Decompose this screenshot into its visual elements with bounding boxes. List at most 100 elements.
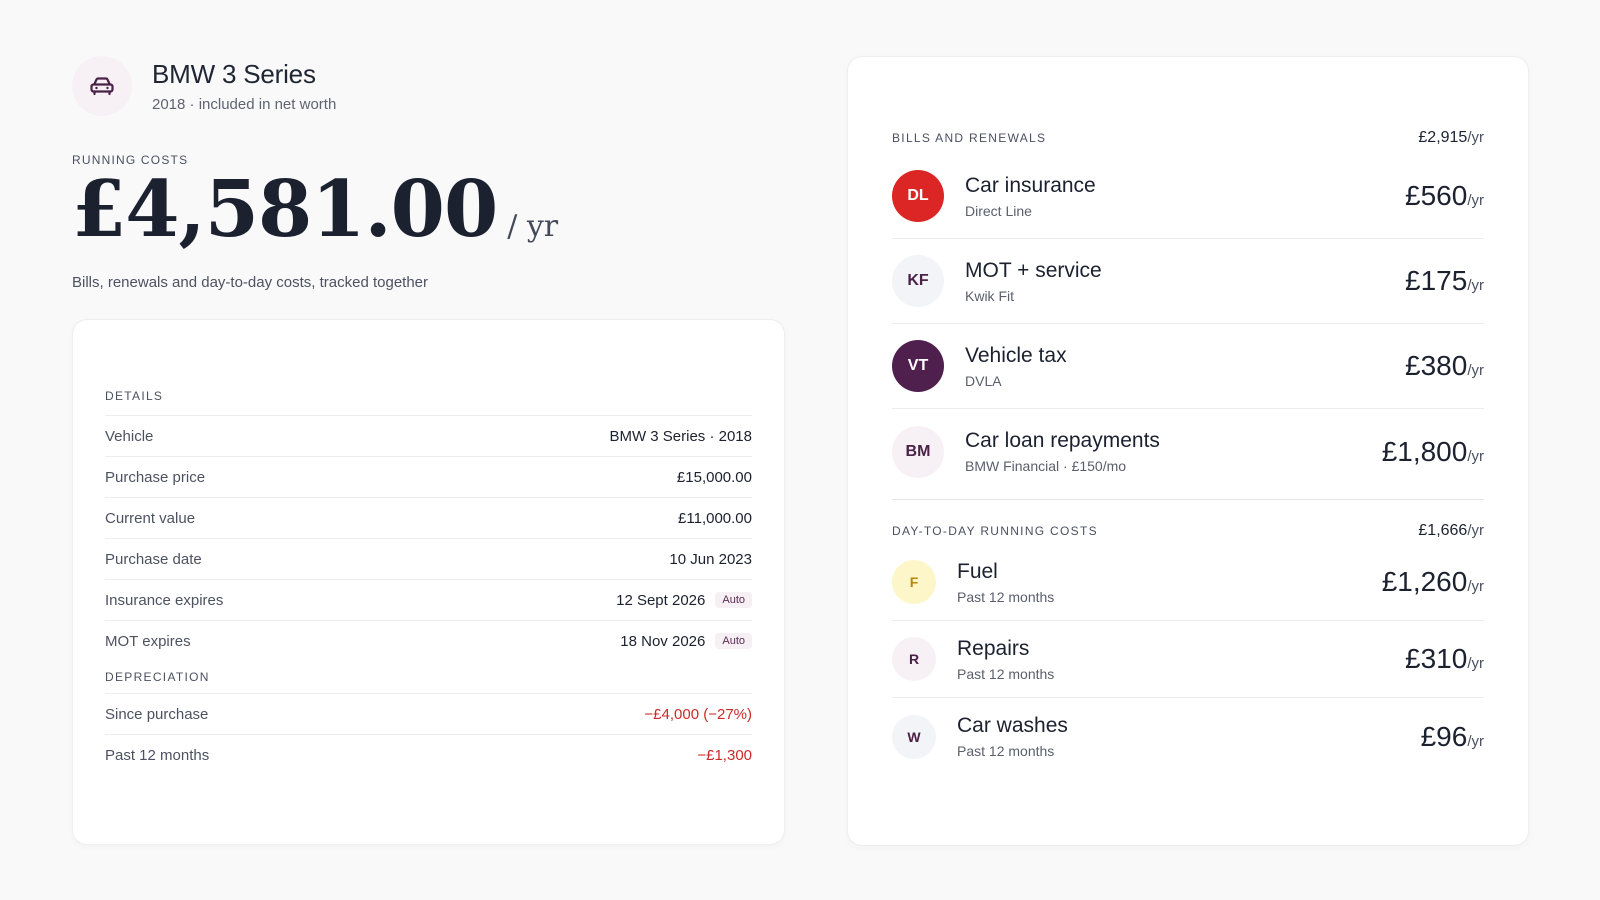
bills-total-amount: £2,915 bbox=[1418, 129, 1468, 146]
cost-amount: £96/yr bbox=[1421, 721, 1484, 753]
cost-item-car-washes[interactable]: W Car washes Past 12 months £96/yr bbox=[892, 698, 1484, 775]
bill-provider: BMW Financial · £150/mo bbox=[965, 458, 1127, 474]
auto-badge: Auto bbox=[715, 592, 752, 608]
category-avatar: R bbox=[892, 637, 936, 681]
bill-name: Car loan repayments bbox=[965, 429, 1160, 452]
detail-label: Since purchase bbox=[105, 705, 209, 723]
cost-name: Fuel bbox=[957, 559, 998, 583]
cost-period: Past 12 months bbox=[957, 743, 1055, 759]
day-to-day-total-per: /yr bbox=[1467, 522, 1484, 539]
provider-avatar: DL bbox=[892, 170, 944, 222]
bill-amount-value: £560 bbox=[1405, 180, 1468, 211]
cost-period: Past 12 months bbox=[957, 588, 1055, 605]
bills-title: BILLS AND RENEWALS bbox=[892, 131, 1047, 145]
detail-value: 18 Nov 2026 bbox=[620, 632, 706, 650]
cost-amount-value: £96 bbox=[1420, 720, 1468, 752]
detail-row-mot-expires: MOT expires 18 Nov 2026 Auto bbox=[105, 620, 752, 661]
costs-breakdown-card: BILLS AND RENEWALS £2,915/yr DL Car insu… bbox=[848, 57, 1528, 845]
bill-item-vehicle-tax[interactable]: VT Vehicle tax DVLA £380/yr bbox=[892, 324, 1484, 409]
provider-avatar: KF bbox=[892, 255, 944, 307]
day-to-day-header: DAY-TO-DAY RUNNING COSTS £1,666/yr bbox=[892, 522, 1484, 540]
category-avatar: W bbox=[892, 714, 936, 759]
cost-name: Repairs bbox=[957, 636, 1030, 660]
running-costs-label: RUNNING COSTS bbox=[72, 153, 189, 167]
bills-total-per: /yr bbox=[1467, 129, 1484, 146]
bill-amount: £175/yr bbox=[1405, 265, 1484, 297]
cost-period: Past 12 months bbox=[957, 665, 1055, 682]
detail-row-purchase-date: Purchase date 10 Jun 2023 bbox=[105, 538, 752, 579]
details-card: DETAILS Vehicle BMW 3 Series · 2018 Purc… bbox=[73, 320, 784, 844]
cost-name: Car washes bbox=[957, 714, 1068, 737]
vehicle-title: BMW 3 Series bbox=[152, 59, 316, 89]
detail-value-with-badge: 12 Sept 2026 Auto bbox=[616, 592, 752, 609]
day-to-day-total: £1,666/yr bbox=[1418, 522, 1484, 540]
cost-item-repairs[interactable]: R Repairs Past 12 months £310/yr bbox=[892, 621, 1484, 698]
depreciation-row-past-12-months: Past 12 months −£1,300 bbox=[105, 734, 752, 775]
car-icon bbox=[72, 56, 132, 116]
bill-amount-value: £380 bbox=[1405, 350, 1468, 381]
cost-amount: £1,260/yr bbox=[1382, 566, 1484, 598]
detail-value: BMW 3 Series · 2018 bbox=[609, 427, 752, 445]
bills-header: BILLS AND RENEWALS £2,915/yr bbox=[892, 129, 1484, 147]
depreciation-row-since-purchase: Since purchase −£4,000 (−27%) bbox=[105, 693, 752, 734]
cost-item-fuel[interactable]: F Fuel Past 12 months £1,260/yr bbox=[892, 544, 1484, 621]
bill-amount: £1,800/yr bbox=[1382, 436, 1484, 468]
detail-value: 12 Sept 2026 bbox=[616, 591, 706, 609]
bill-amount-per: /yr bbox=[1467, 277, 1484, 294]
bills-total: £2,915/yr bbox=[1418, 129, 1484, 147]
provider-avatar: BM bbox=[892, 425, 944, 478]
details-section-label: DETAILS bbox=[105, 389, 164, 403]
detail-label: Current value bbox=[105, 509, 196, 527]
detail-row-insurance-expires: Insurance expires 12 Sept 2026 Auto bbox=[105, 579, 752, 620]
bill-name: MOT + service bbox=[965, 258, 1102, 282]
bill-amount: £560/yr bbox=[1405, 180, 1484, 212]
detail-value: −£1,300 bbox=[697, 746, 752, 764]
vehicle-header: BMW 3 Series 2018 · included in net wort… bbox=[72, 56, 336, 116]
bill-amount-value: £1,800 bbox=[1381, 435, 1468, 467]
detail-row-current-value: Current value £11,000.00 bbox=[105, 497, 752, 538]
bill-amount-value: £175 bbox=[1405, 265, 1468, 296]
detail-row-purchase-price: Purchase price £15,000.00 bbox=[105, 456, 752, 497]
cost-amount: £310/yr bbox=[1405, 643, 1484, 675]
bill-provider: DVLA bbox=[965, 372, 1002, 389]
depreciation-section-label: DEPRECIATION bbox=[105, 670, 210, 684]
bill-amount-per: /yr bbox=[1467, 192, 1484, 209]
cost-amount-per: /yr bbox=[1467, 578, 1484, 595]
detail-value: 10 Jun 2023 bbox=[669, 550, 752, 568]
provider-avatar: VT bbox=[892, 340, 944, 392]
category-avatar: F bbox=[892, 560, 936, 604]
detail-value: −£4,000 (−27%) bbox=[644, 705, 752, 723]
day-to-day-total-amount: £1,666 bbox=[1418, 522, 1468, 539]
cost-amount-value: £310 bbox=[1405, 643, 1468, 674]
cost-amount-per: /yr bbox=[1467, 732, 1484, 750]
bill-provider: Kwik Fit bbox=[965, 287, 1014, 304]
bill-provider: Direct Line bbox=[965, 202, 1032, 219]
detail-row-vehicle: Vehicle BMW 3 Series · 2018 bbox=[105, 415, 752, 456]
detail-label: Insurance expires bbox=[105, 591, 224, 609]
detail-value-with-badge: 18 Nov 2026 Auto bbox=[620, 633, 752, 650]
total-amount: £4,581.00 bbox=[72, 164, 498, 255]
running-costs-total: £4,581.00 / yr bbox=[72, 164, 558, 255]
total-unit: / yr bbox=[507, 209, 559, 244]
cost-amount-per: /yr bbox=[1467, 655, 1484, 672]
detail-label: Past 12 months bbox=[105, 746, 210, 764]
bill-name: Car insurance bbox=[965, 173, 1096, 197]
detail-label: Vehicle bbox=[105, 427, 154, 445]
auto-badge: Auto bbox=[715, 633, 752, 649]
running-costs-description: Bills, renewals and day-to-day costs, tr… bbox=[72, 274, 429, 291]
day-to-day-title: DAY-TO-DAY RUNNING COSTS bbox=[892, 524, 1098, 538]
bill-name: Vehicle tax bbox=[965, 343, 1067, 367]
vehicle-subtitle: 2018 · included in net worth bbox=[152, 96, 337, 113]
bill-amount-per: /yr bbox=[1467, 447, 1484, 465]
detail-value: £11,000.00 bbox=[678, 509, 752, 527]
detail-label: Purchase date bbox=[105, 550, 202, 568]
detail-value: £15,000.00 bbox=[676, 468, 752, 486]
bill-amount-per: /yr bbox=[1467, 362, 1484, 379]
bill-item-car-insurance[interactable]: DL Car insurance Direct Line £560/yr bbox=[892, 154, 1484, 239]
cost-amount-value: £1,260 bbox=[1381, 566, 1468, 597]
section-divider bbox=[892, 499, 1484, 500]
bill-item-car-loan[interactable]: BM Car loan repayments BMW Financial · £… bbox=[892, 409, 1484, 494]
detail-label: Purchase price bbox=[105, 468, 206, 486]
bill-item-mot-service[interactable]: KF MOT + service Kwik Fit £175/yr bbox=[892, 239, 1484, 324]
bill-amount: £380/yr bbox=[1405, 350, 1484, 382]
